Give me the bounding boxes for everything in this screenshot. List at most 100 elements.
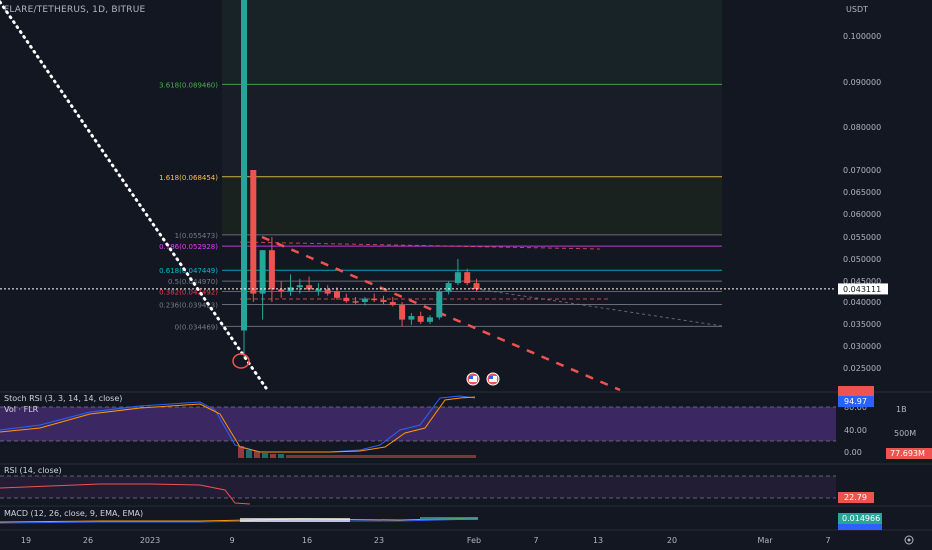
candle-body[interactable] bbox=[334, 291, 340, 298]
candle-body[interactable] bbox=[399, 305, 406, 320]
candle-body[interactable] bbox=[464, 272, 471, 284]
stoch-rsi-label[interactable]: Stoch RSI (3, 3, 14, 14, close) bbox=[4, 394, 123, 403]
stoch-rsi-band bbox=[0, 407, 836, 441]
time-tick-label: 19 bbox=[21, 536, 31, 545]
settings-icon[interactable] bbox=[904, 535, 914, 545]
price-tick-label: 0.070000 bbox=[843, 166, 881, 175]
volume-badge bbox=[886, 448, 932, 459]
currency-label: USDT bbox=[846, 5, 868, 14]
candle-body[interactable] bbox=[306, 285, 313, 290]
candle-body[interactable] bbox=[324, 289, 331, 294]
candle-body[interactable] bbox=[427, 317, 433, 322]
fib-level-label: 0.618(0.047449) bbox=[159, 267, 218, 275]
rsi-line bbox=[0, 483, 251, 505]
stoch-tick: 40.00 bbox=[844, 426, 867, 435]
macd-badge bbox=[838, 513, 882, 524]
price-tick-label: 0.080000 bbox=[843, 123, 881, 132]
candle-body[interactable] bbox=[343, 297, 350, 302]
volume-label[interactable]: Vol · FLR bbox=[4, 405, 39, 414]
price-tick-label: 0.045000 bbox=[843, 277, 881, 286]
price-tick-label: 0.060000 bbox=[843, 210, 881, 219]
stoch-rsi-pane[interactable]: 80.00 40.00 0.00 94.97 1B 500M 77.693M bbox=[0, 386, 932, 459]
volume-tick: 500M bbox=[894, 429, 916, 438]
macd-pane[interactable]: 0.014966 bbox=[0, 513, 882, 530]
volume-bar bbox=[278, 454, 284, 458]
time-tick-label: Feb bbox=[467, 536, 481, 545]
time-tick-label: 13 bbox=[593, 536, 603, 545]
rsi-pane[interactable]: 22.79 bbox=[0, 475, 874, 505]
time-tick-label: 2023 bbox=[140, 536, 160, 545]
candle-body[interactable] bbox=[445, 283, 452, 292]
price-tick-label: 0.030000 bbox=[843, 342, 881, 351]
macd-signal-badge bbox=[838, 524, 882, 530]
candle-body[interactable] bbox=[361, 298, 368, 302]
macd-label[interactable]: MACD (12, 26, close, 9, EMA, EMA) bbox=[4, 509, 144, 518]
candle-body[interactable] bbox=[278, 289, 285, 292]
rsi-band bbox=[0, 476, 836, 498]
candle-body[interactable] bbox=[250, 170, 257, 294]
macd-histogram bbox=[240, 518, 350, 522]
volume-bar bbox=[262, 453, 268, 458]
macd-histogram bbox=[420, 517, 478, 520]
candle-body[interactable] bbox=[296, 285, 303, 288]
candle-body[interactable] bbox=[436, 291, 443, 318]
fib-zone-mid bbox=[222, 176, 722, 235]
price-tick-label: 0.100000 bbox=[843, 32, 881, 41]
candle-body[interactable] bbox=[241, 0, 247, 331]
macd-badge-text: 0.014966 bbox=[842, 514, 880, 523]
fib-zone-upper bbox=[222, 84, 722, 176]
rsi-label[interactable]: RSI (14, close) bbox=[4, 466, 62, 475]
volume-bar bbox=[238, 446, 244, 458]
candle-body[interactable] bbox=[408, 316, 415, 320]
trend-line-white[interactable] bbox=[0, 0, 268, 390]
fib-level-label: 0.786(0.052928) bbox=[159, 243, 218, 251]
candle-body[interactable] bbox=[268, 250, 275, 290]
candle-body[interactable] bbox=[417, 316, 424, 322]
candles bbox=[241, 0, 480, 357]
current-price-text: 0.043111 bbox=[843, 285, 881, 294]
volume-bar bbox=[286, 455, 476, 458]
candle-body[interactable] bbox=[259, 250, 266, 294]
price-axis[interactable] bbox=[836, 0, 932, 530]
symbol-title[interactable]: FLARE/TETHERUS, 1D, BITRUE bbox=[4, 5, 146, 15]
price-tick-label: 0.025000 bbox=[843, 364, 881, 373]
price-tick-label: 0.050000 bbox=[843, 255, 881, 264]
time-tick-label: 20 bbox=[667, 536, 677, 545]
volume-badge-text: 77.693M bbox=[890, 449, 925, 458]
us-flag-icon[interactable] bbox=[486, 372, 500, 386]
price-tick-label: 0.035000 bbox=[843, 320, 881, 329]
price-tick-label: 0.055000 bbox=[843, 233, 881, 242]
volume-bar bbox=[246, 450, 252, 458]
time-tick-label: 16 bbox=[302, 536, 312, 545]
projection-line[interactable] bbox=[469, 287, 723, 327]
stoch-tick: 80.00 bbox=[844, 403, 867, 412]
volume-tick: 1B bbox=[896, 405, 907, 414]
us-flag-icon[interactable] bbox=[466, 372, 480, 386]
candle-body[interactable] bbox=[454, 272, 461, 284]
time-tick-label: 23 bbox=[374, 536, 384, 545]
candle-body[interactable] bbox=[315, 289, 322, 291]
stoch-k-badge-text: 94.97 bbox=[844, 397, 867, 406]
candle-body[interactable] bbox=[380, 299, 387, 302]
candle-body[interactable] bbox=[352, 301, 359, 303]
price-axis-ticks: 0.100000 0.090000 0.080000 0.070000 0.065000… bbox=[843, 32, 881, 373]
stoch-k-badge bbox=[838, 396, 874, 407]
fib-level-label: 0.382(0.042492) bbox=[159, 289, 218, 297]
time-tick-label: 7 bbox=[825, 536, 830, 545]
candle-body[interactable] bbox=[287, 287, 294, 292]
current-price-badge bbox=[838, 283, 888, 295]
price-tick-label: 0.040000 bbox=[843, 298, 881, 307]
volume-bar bbox=[270, 454, 276, 458]
fib-level-label: 1(0.055473) bbox=[175, 232, 219, 240]
rsi-badge bbox=[838, 492, 874, 503]
price-tick-label: 0.065000 bbox=[843, 188, 881, 197]
price-tick-label: 0.090000 bbox=[843, 78, 881, 87]
candle-body[interactable] bbox=[371, 298, 378, 301]
candle-body[interactable] bbox=[473, 283, 480, 289]
fib-zone-top bbox=[222, 0, 722, 84]
candle-body[interactable] bbox=[389, 302, 396, 306]
fib-level-label: 3.618(0.089460) bbox=[159, 81, 218, 89]
time-tick-label: Mar bbox=[757, 536, 773, 545]
time-tick-label: 7 bbox=[533, 536, 538, 545]
